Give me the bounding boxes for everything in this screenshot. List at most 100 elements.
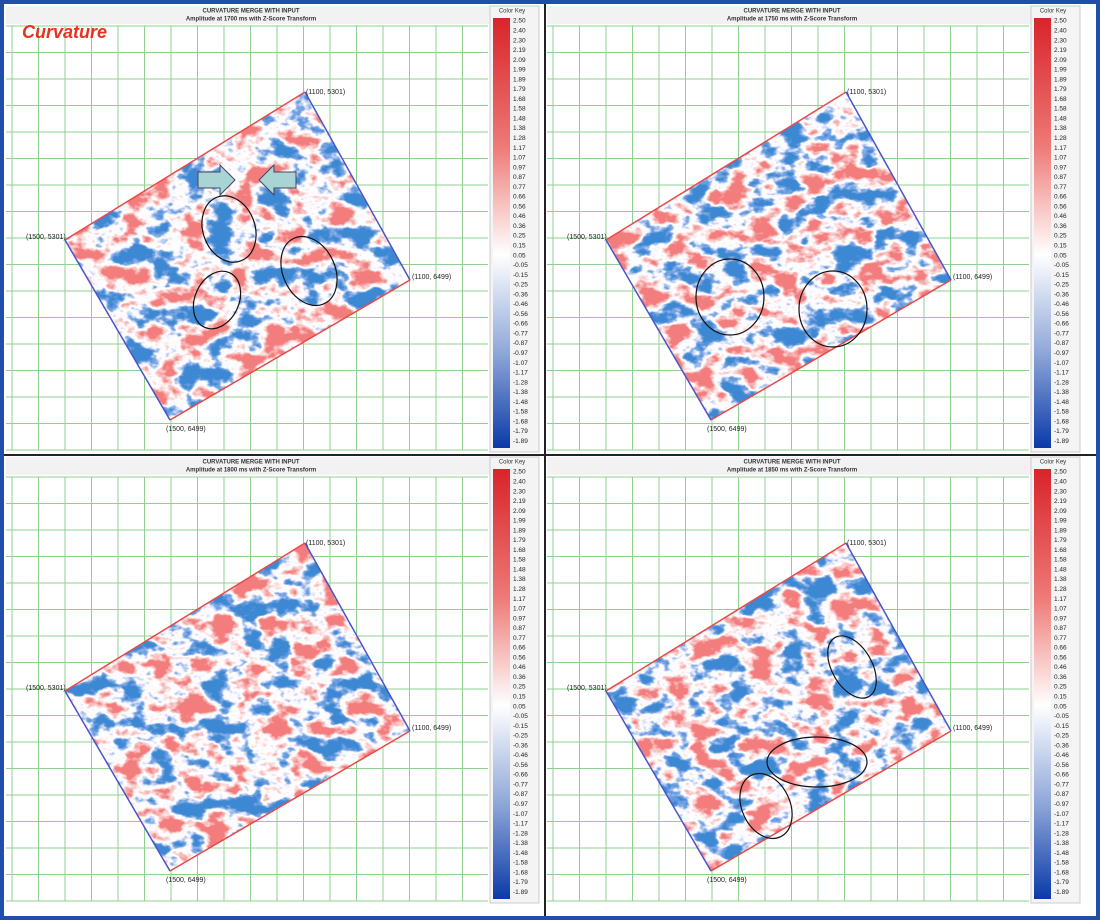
color-key-label: 1.17 — [1054, 145, 1067, 152]
panel-title: CURVATURE MERGE WITH INPUT — [203, 460, 300, 466]
edge — [64, 690, 171, 872]
color-key-label: 1.28 — [513, 586, 526, 593]
color-key-label: 2.19 — [513, 47, 526, 54]
color-key-label: 0.46 — [1054, 213, 1067, 220]
corner-label: (1100, 6499) — [412, 725, 451, 732]
color-key-label: 0.87 — [513, 174, 526, 181]
color-key-label: 0.05 — [513, 252, 526, 259]
color-key-label: -1.38 — [513, 389, 528, 396]
edge — [64, 91, 306, 241]
edge — [169, 279, 411, 421]
color-key-label: 1.68 — [1054, 96, 1067, 103]
highlight-ellipse — [192, 270, 242, 330]
color-key-label: 2.30 — [1054, 37, 1067, 44]
color-key-label: 2.30 — [513, 37, 526, 44]
panel-title: CURVATURE MERGE WITH INPUT — [744, 460, 841, 466]
color-key-title: Color Key — [499, 9, 525, 15]
color-key-label: 1.99 — [1054, 518, 1067, 525]
color-key-label: 1.89 — [1054, 527, 1067, 534]
color-key-label: 0.56 — [1054, 203, 1067, 210]
color-key-label: -0.46 — [1054, 752, 1069, 759]
color-key-label: 0.46 — [1054, 664, 1067, 671]
color-key-label: 1.58 — [1054, 557, 1067, 564]
edge — [605, 239, 712, 421]
color-key-label: 2.40 — [513, 478, 526, 485]
highlight-ellipse — [766, 736, 868, 788]
color-key-label: 1.79 — [513, 86, 526, 93]
color-key-label: -0.97 — [513, 801, 528, 808]
color-key-label: 2.50 — [1054, 18, 1067, 25]
color-key-label: 0.56 — [1054, 654, 1067, 661]
annotation: Curvature — [22, 22, 107, 42]
color-key-label: 0.77 — [513, 184, 526, 191]
color-key-label: 0.25 — [513, 233, 526, 240]
color-key-label: -0.97 — [513, 350, 528, 357]
color-key-label: -0.87 — [513, 340, 528, 347]
color-key-label: 0.36 — [1054, 674, 1067, 681]
color-key-label: 0.66 — [1054, 194, 1067, 201]
color-key-label: -0.56 — [513, 762, 528, 769]
color-key-label: 2.19 — [1054, 47, 1067, 54]
color-key-label: -1.17 — [513, 821, 528, 828]
color-key-label: 0.36 — [1054, 223, 1067, 230]
color-key-label: -1.28 — [1054, 379, 1069, 386]
color-key-label: 1.28 — [1054, 135, 1067, 142]
color-key-label: 0.25 — [513, 684, 526, 691]
color-key-label: -0.36 — [1054, 291, 1069, 298]
color-key-label: 2.30 — [1054, 488, 1067, 495]
color-key-label: -1.58 — [513, 860, 528, 867]
color-key-label: 0.77 — [513, 635, 526, 642]
corner-label: (1500, 5301) — [26, 234, 66, 241]
color-key-label: 1.79 — [513, 537, 526, 544]
edge — [710, 279, 952, 421]
color-key-label: 1.58 — [513, 106, 526, 113]
color-key-label: 0.97 — [1054, 615, 1067, 622]
color-key-label: -1.58 — [513, 409, 528, 416]
color-key-label: 2.19 — [1054, 498, 1067, 505]
color-key-label: 2.40 — [1054, 27, 1067, 34]
color-key-label: 0.15 — [1054, 242, 1067, 249]
color-key-label: -0.25 — [513, 282, 528, 289]
color-key-label: -1.28 — [513, 830, 528, 837]
color-key-label: 1.48 — [513, 566, 526, 573]
color-key-label: -0.87 — [513, 791, 528, 798]
header — [547, 457, 1080, 475]
color-key-label: -1.07 — [1054, 360, 1069, 367]
color-key-label: -0.15 — [513, 272, 528, 279]
corner-label: (1500, 6499) — [166, 426, 206, 433]
arrow — [258, 163, 297, 197]
color-key-label: 1.99 — [513, 518, 526, 525]
color-key-label: -0.15 — [1054, 272, 1069, 279]
corner-label: (1100, 5301) — [847, 89, 886, 96]
corner-label: (1100, 5301) — [847, 540, 886, 547]
color-key-label: -0.05 — [513, 262, 528, 269]
corner-label: (1500, 6499) — [166, 877, 206, 884]
highlight-ellipse — [739, 772, 793, 840]
color-key-label: 1.17 — [513, 596, 526, 603]
color-key-label: -1.48 — [1054, 399, 1069, 406]
edge — [169, 730, 411, 872]
edge — [304, 542, 411, 732]
color-key-label: -1.58 — [1054, 409, 1069, 416]
color-key-label: 1.68 — [1054, 547, 1067, 554]
panel-subtitle: Amplitude at 1850 ms with Z-Score Transf… — [727, 468, 857, 474]
color-key-label: -0.36 — [1054, 742, 1069, 749]
color-key-label: -0.66 — [1054, 321, 1069, 328]
color-key-label: -1.38 — [1054, 389, 1069, 396]
color-key-label: 0.87 — [1054, 174, 1067, 181]
color-key-label: 2.40 — [1054, 478, 1067, 485]
corner-label: (1100, 6499) — [953, 274, 992, 281]
color-key-label: -1.79 — [1054, 428, 1069, 435]
color-key-label: 1.17 — [513, 145, 526, 152]
color-bar — [1034, 18, 1051, 448]
color-key-label: -1.48 — [513, 850, 528, 857]
color-key-label: 0.66 — [1054, 645, 1067, 652]
color-key-label: -0.77 — [1054, 781, 1069, 788]
edge — [710, 730, 952, 872]
color-key-label: -0.15 — [513, 723, 528, 730]
color-key-label: 2.50 — [513, 469, 526, 476]
edge — [64, 542, 306, 692]
color-key-label: -0.36 — [513, 742, 528, 749]
color-key-label: -1.07 — [1054, 811, 1069, 818]
